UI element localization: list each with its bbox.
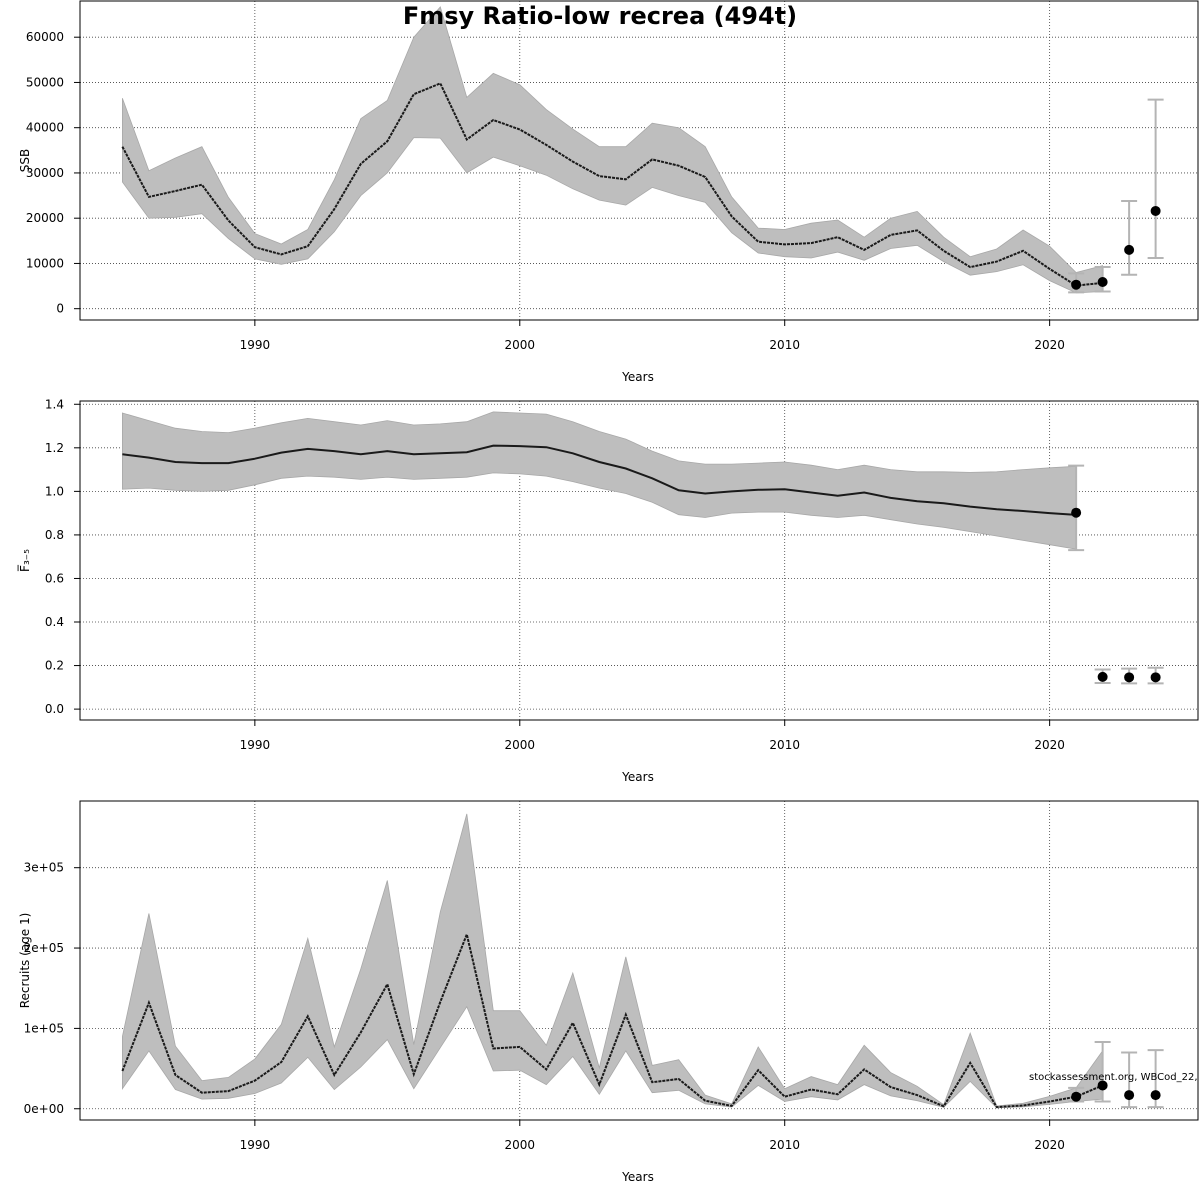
x-tick-label: 2020 — [1034, 738, 1065, 752]
plot-frame — [79, 0, 1199, 321]
y-tick-label: 30000 — [26, 166, 64, 180]
estimate-line — [122, 444, 1077, 516]
data-point — [1150, 672, 1161, 683]
y-tick-label: 1.2 — [45, 441, 64, 455]
x-tick-label: 2020 — [1034, 338, 1065, 352]
y-tick-label: 0.4 — [45, 615, 64, 629]
x-tick-label: 2010 — [769, 738, 800, 752]
x-tick-label: 1990 — [240, 1138, 271, 1152]
data-point — [1097, 276, 1108, 287]
y-tick-label: 10000 — [26, 256, 64, 270]
y-tick-label: 2e+05 — [24, 941, 64, 955]
fbar-panel: 0.0 0.2 0.4 0.6 0.8 1.0 1.2 1.4 1990 2000 2010 2020… — [17, 397, 1199, 784]
confidence-band — [122, 411, 1077, 550]
plot-frame — [79, 800, 1199, 1121]
x-tick-label: 2010 — [769, 1138, 800, 1152]
y-tick-label: 50000 — [26, 75, 64, 89]
estimate-line — [121, 82, 1103, 287]
y-tick-label: 0.2 — [45, 659, 64, 673]
plot-frame — [79, 400, 1199, 721]
data-point — [1150, 1090, 1161, 1101]
x-tick-label: 2000 — [505, 338, 536, 352]
y-tick-label: 0e+00 — [24, 1102, 64, 1116]
y-tick-label: 1.0 — [45, 484, 64, 498]
x-tick-label: 1990 — [240, 338, 271, 352]
recruits-panel: 0e+00 1e+05 2e+05 3e+05 1990 2000 2010 2020 Year… — [18, 800, 1199, 1184]
confidence-band — [122, 6, 1103, 294]
y-tick-label: 0.0 — [45, 702, 64, 716]
x-tick-label: 1990 — [240, 738, 271, 752]
x-tick-label: 2010 — [769, 338, 800, 352]
data-point — [1124, 672, 1135, 683]
data-point — [1071, 507, 1082, 518]
data-point — [1124, 1090, 1135, 1101]
y-axis-label: F̅₃₋₅ — [17, 549, 32, 572]
x-tick-label: 2000 — [505, 738, 536, 752]
data-point — [1097, 671, 1108, 682]
watermark-text: stockassessment.org, WBCod_22, r — [1029, 1072, 1200, 1083]
y-tick-label: 0.8 — [45, 528, 64, 542]
y-tick-label: 1e+05 — [24, 1021, 64, 1035]
chart-title: Fmsy Ratio-low recrea (494t) — [403, 2, 797, 30]
x-axis-label: Years — [621, 770, 654, 784]
data-point — [1071, 279, 1082, 290]
data-point — [1150, 205, 1161, 216]
y-axis-label: Recruits (age 1) — [18, 913, 32, 1009]
y-axis-label: SSB — [18, 149, 32, 172]
ssb-panel: 0 10000 20000 30000 40000 50000 60000 1990 2000 2… — [18, 0, 1199, 384]
y-tick-label: 1.4 — [45, 397, 64, 411]
y-tick-label: 3e+05 — [24, 861, 64, 875]
confidence-band — [122, 813, 1103, 1109]
y-tick-label: 60000 — [26, 30, 64, 44]
data-point — [1097, 1080, 1108, 1091]
x-axis-label: Years — [621, 1170, 654, 1184]
y-tick-label: 0 — [56, 302, 64, 316]
estimate-line — [121, 931, 1103, 1109]
data-point — [1071, 1091, 1082, 1102]
y-tick-label: 20000 — [26, 211, 64, 225]
x-tick-label: 2000 — [505, 1138, 536, 1152]
x-axis-label: Years — [621, 370, 654, 384]
data-point — [1124, 244, 1135, 255]
x-tick-label: 2020 — [1034, 1138, 1065, 1152]
y-tick-label: 40000 — [26, 121, 64, 135]
y-tick-label: 0.6 — [45, 571, 64, 585]
